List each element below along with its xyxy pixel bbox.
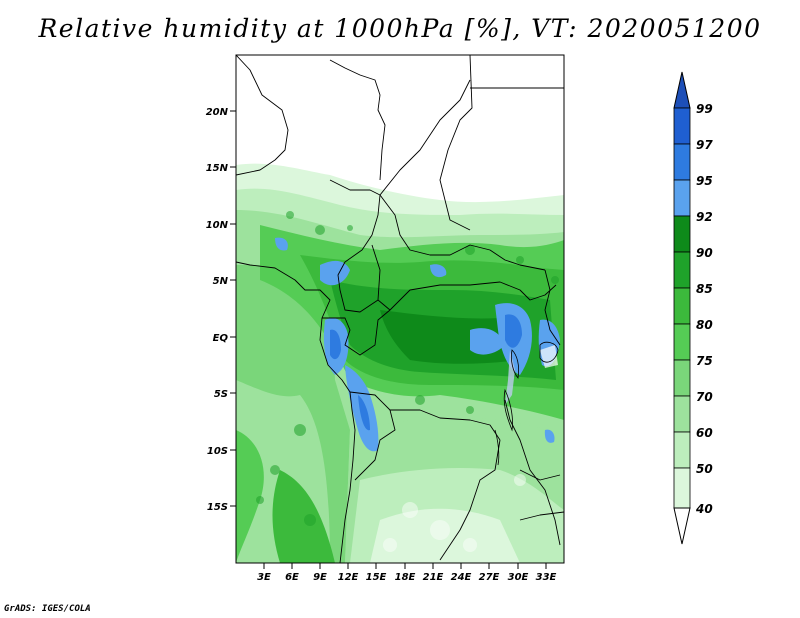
colorbar: 99 97 95 92 90 85 80 75 70 60 50 40 [673,71,713,545]
lon-tick-label: 21E [423,572,444,583]
lon-tick-label: 18E [395,572,416,583]
colorbar-bottom-arrow [673,507,691,545]
colorbar-swatch [673,467,691,509]
colorbar-label: 95 [696,174,713,188]
colorbar-label: 70 [696,390,713,404]
lat-tick-label: 5S [214,389,228,400]
lon-tick-label: 30E [508,572,529,583]
lon-tick-label: 15E [366,572,387,583]
colorbar-label: 92 [696,210,713,224]
colorbar-label: 97 [696,138,713,152]
lat-tick-label: 15S [207,502,228,513]
colorbar-swatch [673,107,691,145]
lat-axis: 20N 15N 10N 5N EQ 5S 10S 15S [206,107,236,513]
colorbar-label: 85 [696,282,713,296]
colorbar-swatch [673,251,691,289]
lon-tick-label: 12E [338,572,359,583]
lat-tick-label: 10N [206,220,229,231]
lat-tick-label: 10S [207,446,228,457]
lat-tick-label: 20N [206,107,229,118]
colorbar-label: 40 [695,502,713,516]
map-field [236,55,564,563]
lon-tick-label: 24E [451,572,472,583]
colorbar-swatch [673,287,691,325]
colorbar-label: 90 [696,246,713,260]
lat-tick-label: EQ [213,333,229,344]
colorbar-label: 60 [696,426,713,440]
colorbar-swatch [673,431,691,469]
lon-tick-label: 27E [479,572,500,583]
grads-credit: GrADS: IGES/COLA [4,604,91,614]
chart-title: Relative humidity at 1000hPa [%], VT: 20… [38,14,762,43]
colorbar-swatch [673,395,691,433]
colorbar-swatch [673,359,691,397]
colorbar-label: 50 [696,462,713,476]
lat-tick-label: 5N [213,276,229,287]
lon-tick-label: 33E [536,572,557,583]
map-frame [235,54,565,564]
colorbar-swatch [673,323,691,361]
colorbar-label: 75 [696,354,713,368]
colorbar-top-arrow [673,71,691,109]
colorbar-label: 99 [696,102,713,116]
colorbar-swatch [673,179,691,217]
lat-tick-label: 15N [206,163,229,174]
colorbar-swatch [673,215,691,253]
lon-tick-label: 3E [257,572,271,583]
colorbar-swatch [673,143,691,181]
lon-tick-label: 6E [285,572,299,583]
colorbar-label: 80 [696,318,713,332]
lon-axis: 3E 6E 9E 12E 15E 18E 21E 24E 27E 30E 33E [257,563,557,583]
lon-tick-label: 9E [313,572,327,583]
